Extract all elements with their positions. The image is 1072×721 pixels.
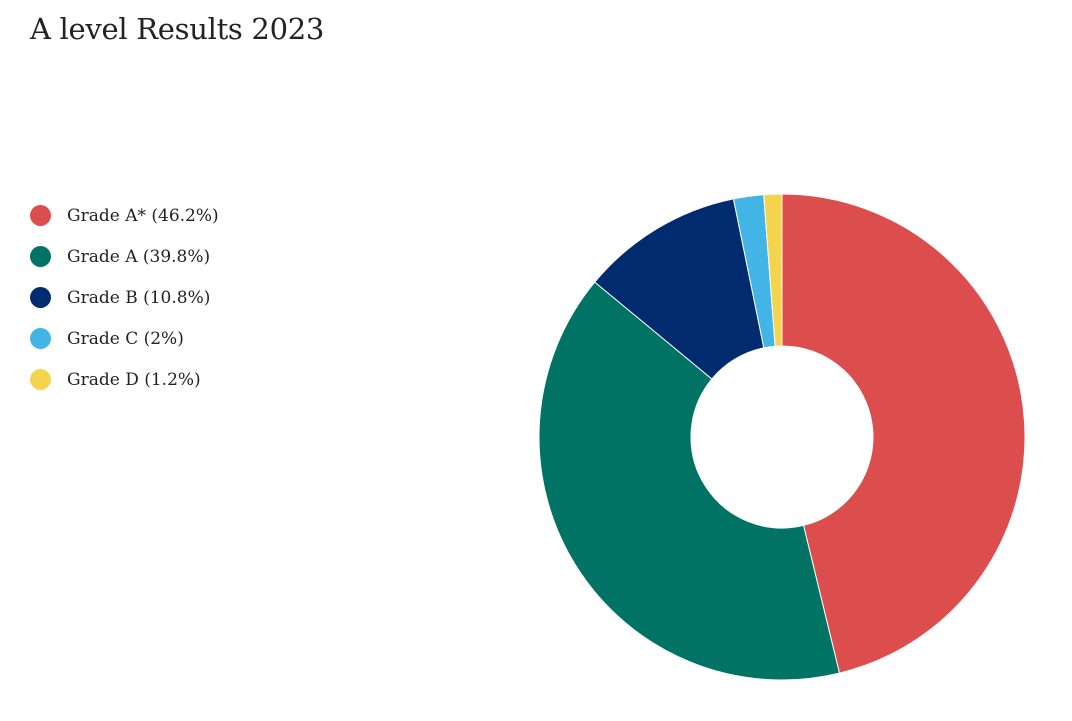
legend-swatch-grade-c (30, 328, 51, 349)
donut-chart (538, 193, 1026, 681)
donut-slice-grade-d[interactable] (763, 193, 783, 347)
legend-label-grade-c: Grade C (2%) (67, 328, 184, 349)
legend-label-grade-b: Grade B (10.8%) (67, 287, 211, 308)
legend-item-grade-c[interactable]: Grade C (2%) (30, 318, 219, 359)
legend-item-grade-b[interactable]: Grade B (10.8%) (30, 277, 219, 318)
page-title: A level Results 2023 (30, 12, 325, 46)
legend-swatch-grade-a (30, 246, 51, 267)
legend-item-grade-a[interactable]: Grade A (39.8%) (30, 236, 219, 277)
legend-label-grade-a: Grade A (39.8%) (67, 246, 211, 267)
legend-label-grade-a-star: Grade A* (46.2%) (67, 205, 219, 226)
legend-item-grade-a-star[interactable]: Grade A* (46.2%) (30, 195, 219, 236)
legend-swatch-grade-d (30, 369, 51, 390)
legend-swatch-grade-a-star (30, 205, 51, 226)
donut-slice-grade-a-star[interactable] (781, 193, 1026, 674)
legend-label-grade-d: Grade D (1.2%) (67, 369, 201, 390)
donut-slice-grade-b[interactable] (594, 198, 765, 380)
chart-legend: Grade A* (46.2%) Grade A (39.8%) Grade B… (30, 195, 219, 400)
legend-item-grade-d[interactable]: Grade D (1.2%) (30, 359, 219, 400)
legend-swatch-grade-b (30, 287, 51, 308)
donut-slice-grade-a[interactable] (538, 281, 841, 681)
